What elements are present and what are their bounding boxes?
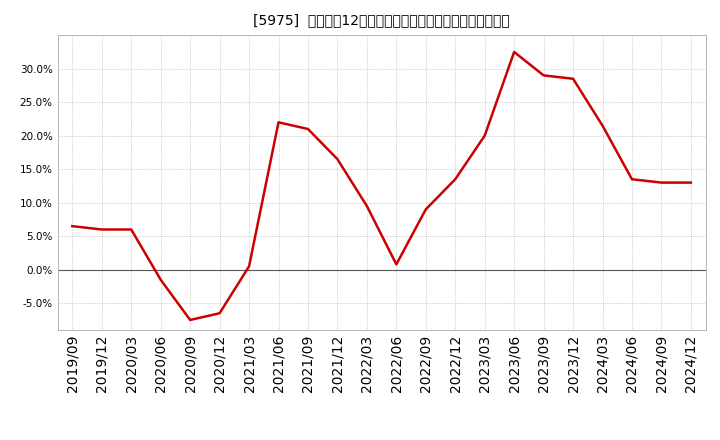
- Title: [5975]  売上高の12か月移動合計の対前年同期増減率の推移: [5975] 売上高の12か月移動合計の対前年同期増減率の推移: [253, 13, 510, 27]
